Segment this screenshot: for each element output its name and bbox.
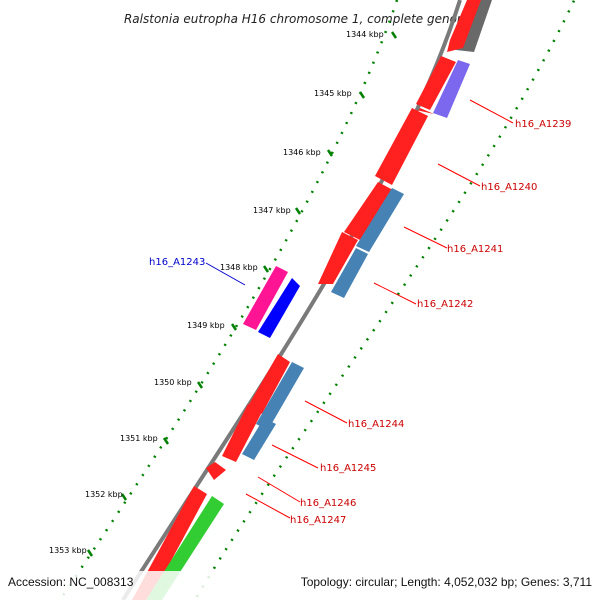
gene-feature-h16_A1244[interactable]	[256, 362, 304, 430]
tick-label: 1352 kbp	[85, 490, 123, 499]
tick-label: 1344 kbp	[346, 30, 384, 39]
gene-feature-h16_A1239[interactable]	[433, 60, 470, 118]
tick-label: 1353 kbp	[49, 546, 87, 555]
gene-label[interactable]: h16_A1242	[417, 299, 473, 310]
gene-feature-h16_A1245[interactable]	[222, 404, 262, 462]
tick-ring	[58, 0, 399, 600]
tick-label: 1346 kbp	[283, 148, 321, 157]
gene-label[interactable]: h16_A1246	[300, 498, 356, 509]
gene-feature-blue[interactable]	[356, 188, 404, 252]
gene-label[interactable]: h16_A1239	[515, 119, 571, 130]
label-leader-lines	[245, 99, 514, 519]
tick-label: 1350 kbp	[154, 378, 192, 387]
topology-text: Topology: circular; Length: 4,052,032 bp…	[301, 575, 593, 589]
tick-label: 1345 kbp	[314, 89, 352, 98]
gene-feature-red[interactable]	[447, 0, 481, 52]
tick-label: 1351 kbp	[120, 434, 158, 443]
gene-label[interactable]: h16_A1241	[447, 244, 503, 255]
tick-label: 1348 kbp	[220, 263, 258, 272]
gene-label[interactable]: h16_A1244	[348, 419, 404, 430]
tick-label: 1347 kbp	[253, 206, 291, 215]
map-title: Ralstonia eutropha H16 chromosome 1, com…	[124, 12, 476, 26]
gene-feature-red[interactable]	[248, 354, 290, 414]
gene-label[interactable]: h16_A1247	[290, 515, 346, 526]
gene-label[interactable]: h16_A1243	[149, 257, 205, 268]
tick-label: 1349 kbp	[187, 321, 225, 330]
gene-feature-h16_A1241[interactable]	[344, 182, 393, 240]
accession-text: Accession: NC_008313	[8, 575, 134, 589]
gene-feature-blue[interactable]	[242, 418, 276, 460]
gene-feature-blue[interactable]	[258, 278, 300, 338]
gene-label[interactable]: h16_A1240	[481, 182, 537, 193]
footer-bar	[0, 571, 600, 600]
gene-feature-h16_A1246[interactable]	[206, 462, 226, 480]
gene-feature-h16_A1242[interactable]	[318, 232, 358, 284]
gene-label[interactable]: h16_A1245	[320, 463, 376, 474]
outer-dotted-ring	[193, 0, 576, 600]
label-leader-line-blue	[205, 262, 246, 286]
gene-feature-red[interactable]	[416, 56, 456, 110]
gene-feature-h16_A1242-blue[interactable]	[331, 248, 368, 298]
gene-feature-h16_A1243[interactable]	[243, 266, 288, 330]
gene-feature-h16_A1240[interactable]	[375, 108, 428, 185]
major-ticks	[86, 31, 398, 557]
